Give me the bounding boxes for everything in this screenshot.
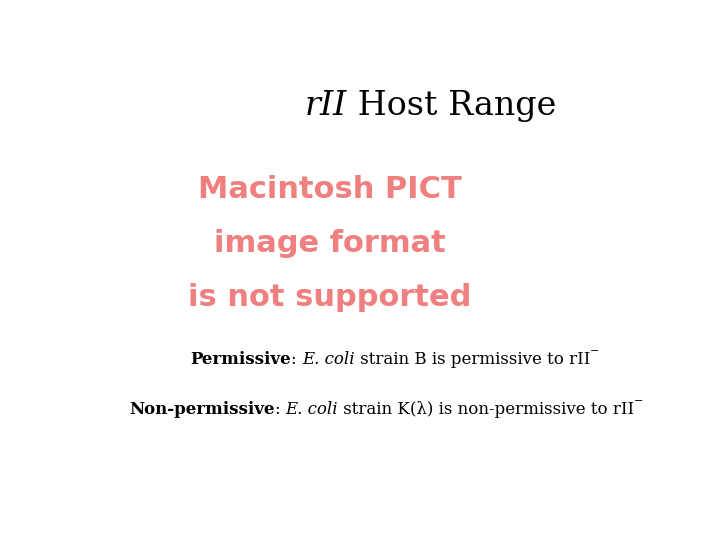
Text: image format: image format bbox=[214, 229, 446, 258]
Text: Macintosh PICT: Macintosh PICT bbox=[198, 175, 462, 204]
Text: E. coli: E. coli bbox=[302, 351, 354, 368]
Text: is not supported: is not supported bbox=[188, 283, 472, 312]
Text: −: − bbox=[590, 346, 599, 356]
Text: −: − bbox=[634, 396, 644, 406]
Text: Host Range: Host Range bbox=[347, 90, 556, 122]
Text: rII: rII bbox=[305, 90, 347, 122]
Text: Permissive: Permissive bbox=[190, 351, 291, 368]
Text: :: : bbox=[291, 351, 302, 368]
Text: :: : bbox=[274, 401, 285, 418]
Text: strain K(λ) is non-permissive to rII: strain K(λ) is non-permissive to rII bbox=[338, 401, 634, 418]
Text: strain B is permissive to rII: strain B is permissive to rII bbox=[354, 351, 590, 368]
Text: E. coli: E. coli bbox=[285, 401, 338, 418]
Text: Non-permissive: Non-permissive bbox=[129, 401, 274, 418]
